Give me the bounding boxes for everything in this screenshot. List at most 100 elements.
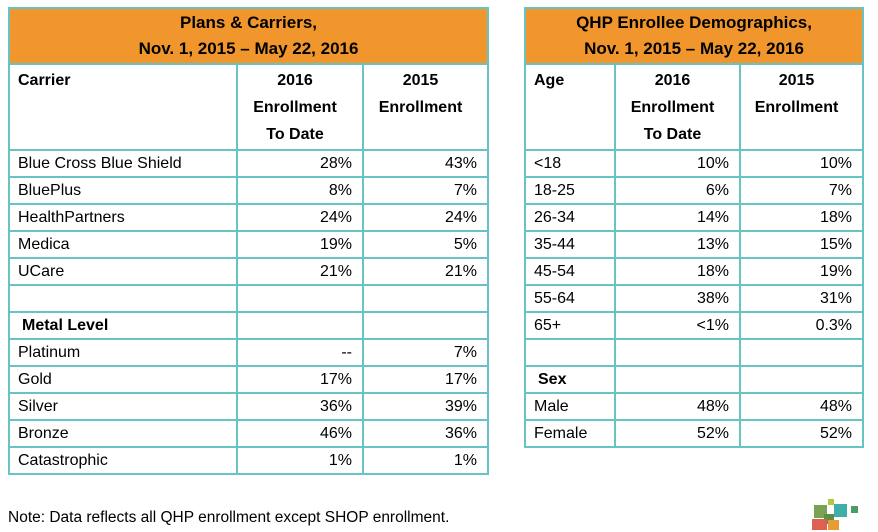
plans-carriers-table: Plans & Carriers, Nov. 1, 2015 – May 22,… <box>7 7 490 475</box>
table-row: Female 52% 52% <box>524 419 865 448</box>
value-2016: 38% <box>614 284 741 313</box>
age-range: 55-64 <box>524 284 616 313</box>
table-row: Male 48% 48% <box>524 392 865 421</box>
empty-cell <box>614 365 741 394</box>
table-row: Platinum -- 7% <box>8 338 490 367</box>
age-range: 45-54 <box>524 257 616 286</box>
metal-level-name: Catastrophic <box>8 446 238 475</box>
section-header-metal-level: Metal Level <box>8 311 238 340</box>
value-2015: 7% <box>361 176 490 205</box>
plans-carriers-title: Plans & Carriers, Nov. 1, 2015 – May 22,… <box>7 7 490 65</box>
column-header-2016-enrollment: 2016 Enrollment To Date <box>236 63 364 151</box>
empty-cell <box>8 284 238 313</box>
table-row: 55-64 38% 31% <box>524 284 865 313</box>
section-header-sex: Sex <box>524 365 616 394</box>
value-2016: 14% <box>614 203 741 232</box>
table-row-empty <box>524 338 865 367</box>
empty-cell <box>614 338 741 367</box>
column-header-age: Age <box>524 63 616 151</box>
qhp-demographics-title: QHP Enrollee Demographics, Nov. 1, 2015 … <box>523 7 865 65</box>
table-row: 18-25 6% 7% <box>524 176 865 205</box>
footnote: Note: Data reflects all QHP enrollment e… <box>8 509 450 526</box>
value-2015: 48% <box>738 392 865 421</box>
value-2016: 28% <box>236 149 364 178</box>
value-2016: 17% <box>236 365 364 394</box>
value-2016: 24% <box>236 203 364 232</box>
table-row: Carrier 2016 Enrollment To Date 2015 Enr… <box>8 63 490 151</box>
mnsure-logo-icon <box>812 499 858 530</box>
value-2016: -- <box>236 338 364 367</box>
empty-cell <box>361 311 490 340</box>
table-row: Bronze 46% 36% <box>8 419 490 448</box>
empty-cell <box>738 365 865 394</box>
value-2016: 8% <box>236 176 364 205</box>
empty-cell <box>524 338 616 367</box>
value-2015: 21% <box>361 257 490 286</box>
value-2015: 52% <box>738 419 865 448</box>
table-row: Blue Cross Blue Shield 28% 43% <box>8 149 490 178</box>
value-2015: 39% <box>361 392 490 421</box>
sex-label: Female <box>524 419 616 448</box>
value-2015: 31% <box>738 284 865 313</box>
metal-level-name: Bronze <box>8 419 238 448</box>
metal-level-name: Silver <box>8 392 238 421</box>
table-row-section: Sex <box>524 365 865 394</box>
value-2015: 17% <box>361 365 490 394</box>
value-2016: 13% <box>614 230 741 259</box>
value-2016: 19% <box>236 230 364 259</box>
column-header-carrier: Carrier <box>8 63 238 151</box>
table-row: 35-44 13% 15% <box>524 230 865 259</box>
carrier-name: UCare <box>8 257 238 286</box>
age-range: 18-25 <box>524 176 616 205</box>
metal-level-name: Gold <box>8 365 238 394</box>
value-2015: 18% <box>738 203 865 232</box>
table-row: 26-34 14% 18% <box>524 203 865 232</box>
value-2016: 36% <box>236 392 364 421</box>
value-2016: 10% <box>614 149 741 178</box>
carrier-name: BluePlus <box>8 176 238 205</box>
value-2015: 24% <box>361 203 490 232</box>
empty-cell <box>361 284 490 313</box>
carrier-name: HealthPartners <box>8 203 238 232</box>
column-header-2016-enrollment: 2016 Enrollment To Date <box>614 63 741 151</box>
carrier-name: Medica <box>8 230 238 259</box>
value-2015: 19% <box>738 257 865 286</box>
metal-level-name: Platinum <box>8 338 238 367</box>
table-row: Catastrophic 1% 1% <box>8 446 490 475</box>
empty-cell <box>236 284 364 313</box>
age-range: 26-34 <box>524 203 616 232</box>
age-range: 35-44 <box>524 230 616 259</box>
table-row: Gold 17% 17% <box>8 365 490 394</box>
table-row: QHP Enrollee Demographics, Nov. 1, 2015 … <box>523 7 865 65</box>
column-header-2015-enrollment: 2015 Enrollment <box>738 63 865 151</box>
table-row: 65+ <1% 0.3% <box>524 311 865 340</box>
table-row: BluePlus 8% 7% <box>8 176 490 205</box>
table-row: HealthPartners 24% 24% <box>8 203 490 232</box>
table-row: Silver 36% 39% <box>8 392 490 421</box>
table-row-empty <box>8 284 490 313</box>
value-2016: 48% <box>614 392 741 421</box>
value-2016: 1% <box>236 446 364 475</box>
column-header-2015-enrollment: 2015 Enrollment <box>361 63 490 151</box>
value-2016: 46% <box>236 419 364 448</box>
table-row-section: Metal Level <box>8 311 490 340</box>
table-row: Plans & Carriers, Nov. 1, 2015 – May 22,… <box>7 7 490 65</box>
table-row: 45-54 18% 19% <box>524 257 865 286</box>
value-2015: 36% <box>361 419 490 448</box>
value-2015: 7% <box>738 176 865 205</box>
empty-cell <box>738 338 865 367</box>
age-range: <18 <box>524 149 616 178</box>
qhp-demographics-table: QHP Enrollee Demographics, Nov. 1, 2015 … <box>523 7 865 448</box>
value-2016: 6% <box>614 176 741 205</box>
table-row: <18 10% 10% <box>524 149 865 178</box>
value-2015: 10% <box>738 149 865 178</box>
empty-cell <box>236 311 364 340</box>
age-range: 65+ <box>524 311 616 340</box>
table-row: Medica 19% 5% <box>8 230 490 259</box>
sex-label: Male <box>524 392 616 421</box>
carrier-name: Blue Cross Blue Shield <box>8 149 238 178</box>
value-2016: <1% <box>614 311 741 340</box>
value-2016: 18% <box>614 257 741 286</box>
table-row: UCare 21% 21% <box>8 257 490 286</box>
